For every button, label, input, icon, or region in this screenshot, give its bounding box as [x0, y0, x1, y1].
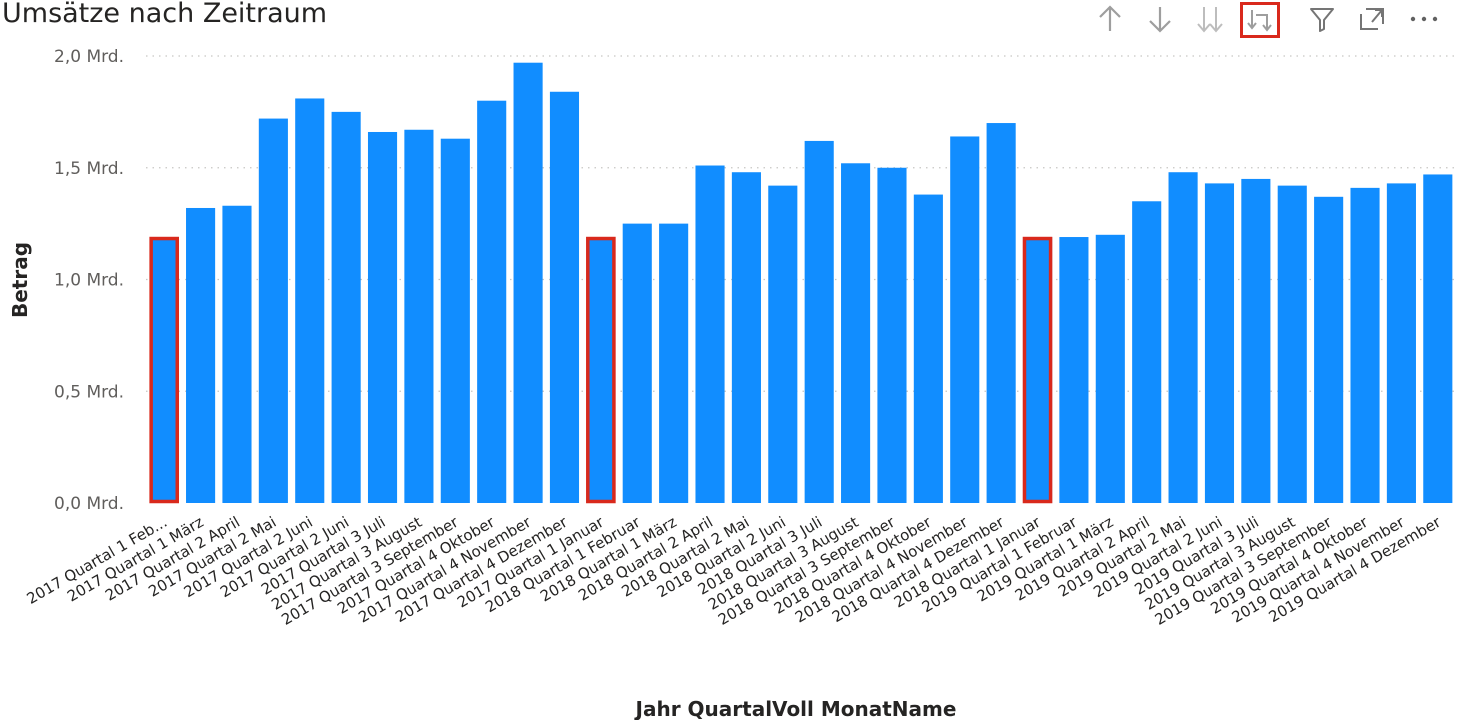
bar[interactable] — [1241, 178, 1271, 504]
bar[interactable] — [804, 140, 834, 503]
bar[interactable] — [695, 165, 725, 503]
bar[interactable] — [950, 136, 980, 503]
y-tick-label: 2,0 Mrd. — [54, 47, 124, 67]
chart-title: Umsätze nach Zeitraum — [2, 0, 328, 29]
bar[interactable] — [149, 237, 179, 503]
bar[interactable] — [258, 118, 288, 503]
bar[interactable] — [1314, 196, 1344, 503]
filter-icon[interactable] — [1304, 2, 1340, 36]
bar[interactable] — [731, 172, 761, 503]
bar[interactable] — [659, 223, 689, 503]
bar-highlight — [586, 236, 616, 504]
bar[interactable] — [1386, 183, 1416, 503]
focus-mode-icon[interactable] — [1354, 2, 1390, 36]
bar[interactable] — [1095, 234, 1125, 504]
bar[interactable] — [549, 91, 580, 503]
bar[interactable] — [331, 111, 361, 503]
bar[interactable] — [367, 131, 398, 504]
bar[interactable] — [1204, 183, 1235, 503]
more-options-icon[interactable] — [1406, 2, 1442, 36]
x-axis-ticks: 2017 Quartal 1 Feb...2017 Quartal 1 März… — [24, 512, 1445, 628]
bar[interactable] — [404, 129, 434, 503]
bar[interactable] — [1022, 237, 1053, 503]
y-tick-label: 0,5 Mrd. — [54, 382, 124, 402]
y-axis-ticks: 0,0 Mrd. 0,5 Mrd. 1,0 Mrd. 1,5 Mrd. 2,0 Mrd. — [54, 47, 124, 514]
bar[interactable] — [222, 205, 252, 503]
bar-highlight — [1022, 236, 1053, 504]
bar[interactable] — [841, 163, 871, 503]
double-arrow-down-icon[interactable] — [1192, 2, 1228, 36]
bar[interactable] — [1168, 172, 1198, 503]
bar[interactable] — [440, 138, 470, 503]
bar[interactable] — [513, 62, 543, 504]
y-axis-title: Betrag — [8, 242, 32, 318]
bar[interactable] — [1277, 185, 1307, 503]
bar[interactable] — [768, 185, 798, 503]
bar[interactable] — [1350, 187, 1380, 504]
bar[interactable] — [913, 194, 943, 503]
bar[interactable] — [295, 98, 325, 503]
arrow-up-icon[interactable] — [1092, 2, 1128, 36]
bar-highlight — [149, 236, 179, 504]
bar[interactable] — [986, 123, 1016, 504]
x-axis-title: Jahr QuartalVoll MonatName — [634, 697, 957, 720]
expand-hierarchy-icon[interactable] — [1240, 2, 1280, 38]
bar[interactable] — [1132, 201, 1162, 503]
y-tick-label: 1,0 Mrd. — [54, 271, 124, 291]
y-tick-label: 0,0 Mrd. — [54, 494, 124, 514]
bar[interactable] — [622, 223, 652, 503]
bar[interactable] — [1423, 174, 1453, 503]
bar[interactable] — [1059, 237, 1089, 503]
arrow-down-icon[interactable] — [1142, 2, 1178, 36]
visual-header-toolbar — [1092, 0, 1472, 38]
bars — [149, 62, 1453, 504]
bar[interactable] — [586, 237, 616, 503]
bar[interactable] — [877, 167, 907, 503]
bar[interactable] — [186, 207, 216, 504]
bar[interactable] — [477, 100, 507, 503]
y-tick-label: 1,5 Mrd. — [54, 159, 124, 179]
